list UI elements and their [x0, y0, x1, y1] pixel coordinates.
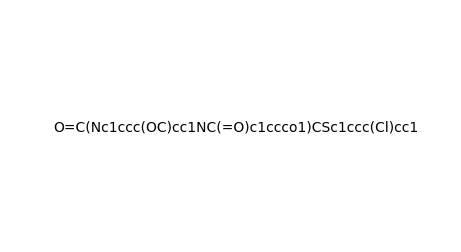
Text: O=C(Nc1ccc(OC)cc1NC(=O)c1ccco1)CSc1ccc(Cl)cc1: O=C(Nc1ccc(OC)cc1NC(=O)c1ccco1)CSc1ccc(C… [53, 120, 419, 134]
